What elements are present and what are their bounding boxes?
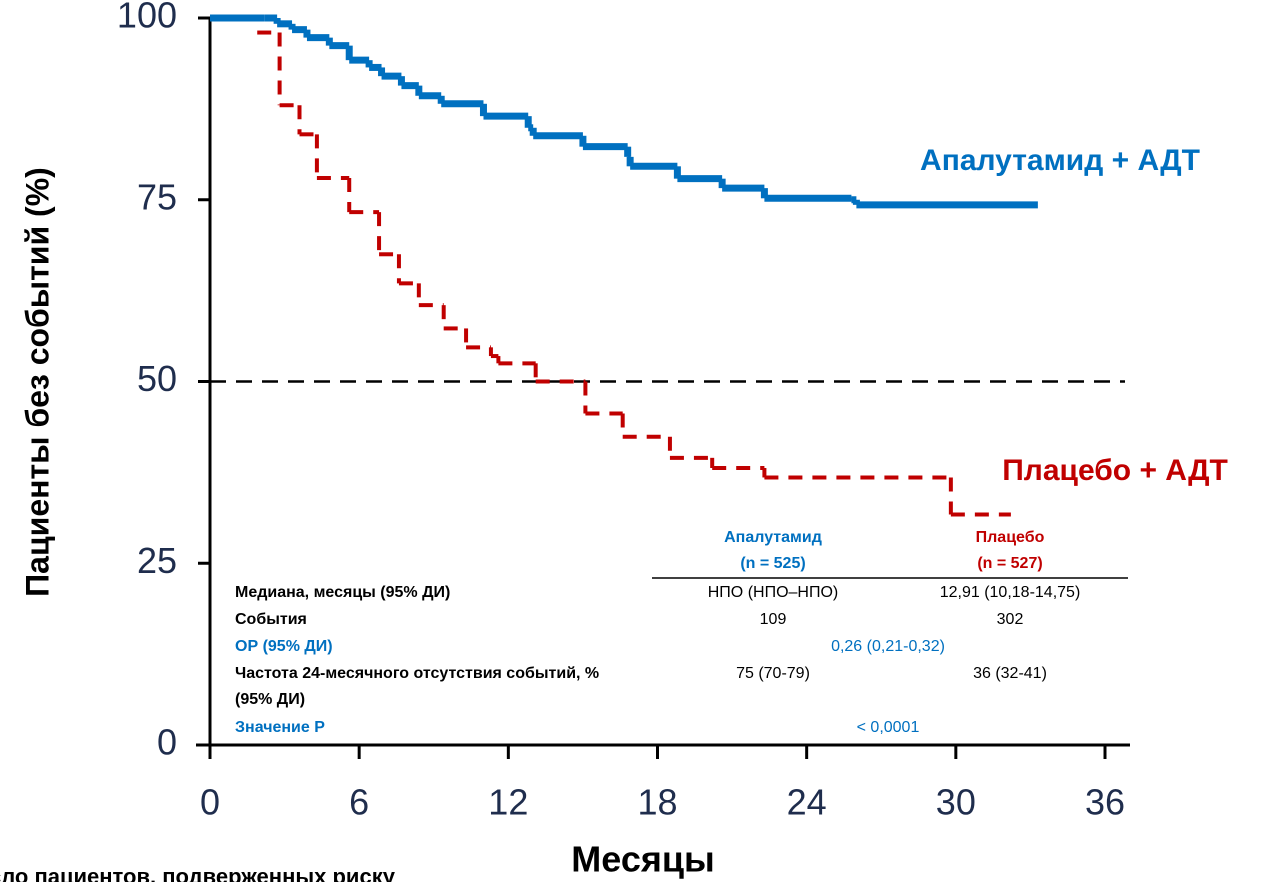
x-tick-label: 18 <box>637 782 677 823</box>
row-label: Частота 24-месячного отсутствия событий,… <box>235 665 599 682</box>
x-tick-label: 30 <box>936 782 976 823</box>
row-label: Медиана, месяцы (95% ДИ) <box>235 584 450 601</box>
footnote: Число пациентов, подверженных риску <box>0 864 396 882</box>
y-tick-label: 25 <box>137 540 177 581</box>
series-label: Апалутамид + АДТ <box>920 144 1200 177</box>
y-tick-label: 100 <box>117 0 177 36</box>
x-tick-label: 6 <box>349 782 369 823</box>
table-header: Апалутамид <box>724 529 822 546</box>
x-axis-label: Месяцы <box>571 839 714 880</box>
x-tick-label: 0 <box>200 782 220 823</box>
table-header-n: (n = 527) <box>977 555 1042 572</box>
row-label: События <box>235 611 307 628</box>
y-axis-label: Пациенты без событий (%) <box>19 167 55 597</box>
row-value: 12,91 (10,18-14,75) <box>940 584 1081 601</box>
y-tick-label: 75 <box>137 176 177 217</box>
row-label: Значение P <box>235 719 325 736</box>
row-value: 75 (70-79) <box>736 665 810 682</box>
row-value: 109 <box>760 611 787 628</box>
y-tick-label: 50 <box>137 358 177 399</box>
series-label: Плацебо + АДТ <box>1002 454 1228 487</box>
table-header: Плацебо <box>976 529 1045 546</box>
y-tick-label: 0 <box>157 722 177 763</box>
row-value: 0,26 (0,21-0,32) <box>831 638 945 655</box>
x-tick-label: 36 <box>1085 782 1125 823</box>
row-value: НПО (НПО–НПО) <box>708 584 839 601</box>
row-label: ОР (95% ДИ) <box>235 638 333 655</box>
row-value: 302 <box>997 611 1024 628</box>
row-value: 36 (32-41) <box>973 665 1047 682</box>
x-tick-label: 12 <box>488 782 528 823</box>
table-header-n: (n = 525) <box>740 555 805 572</box>
row-label: (95% ДИ) <box>235 691 305 708</box>
row-value: < 0,0001 <box>857 719 920 736</box>
x-tick-label: 24 <box>787 782 827 823</box>
